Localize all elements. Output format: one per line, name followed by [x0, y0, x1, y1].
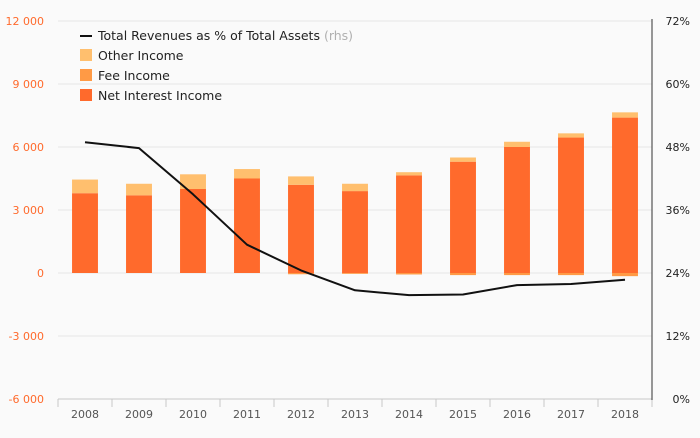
- bar-other-income: [288, 176, 314, 184]
- bar-fee-income: [558, 273, 584, 275]
- left-tick-label: 3 000: [13, 204, 45, 217]
- bar-other-income: [612, 112, 638, 117]
- legend-swatch-fee-income: [80, 69, 92, 81]
- bar-net-interest-income: [342, 191, 368, 273]
- x-tick-label: 2013: [341, 408, 369, 421]
- legend: Total Revenues as % of Total Assets (rhs…: [80, 28, 353, 103]
- x-tick-label: 2015: [449, 408, 477, 421]
- bar-other-income: [450, 158, 476, 162]
- bar-other-income: [126, 184, 152, 196]
- right-tick-label: 36%: [666, 204, 690, 217]
- right-axis: 72% 60% 48% 36% 24% 12% 0%: [652, 15, 690, 406]
- x-tick-label: 2018: [611, 408, 639, 421]
- bar-net-interest-income: [504, 147, 530, 273]
- legend-swatch-other-income: [80, 49, 92, 61]
- left-tick-label: -6 000: [9, 393, 44, 406]
- right-tick-label: 72%: [666, 15, 690, 28]
- bar-other-income: [558, 133, 584, 137]
- right-tick-label: 12%: [666, 330, 690, 343]
- bar-fee-income: [342, 273, 368, 274]
- x-tick-label: 2011: [233, 408, 261, 421]
- svg-text:Total Revenues as % of Total A: Total Revenues as % of Total Assets (rhs…: [97, 28, 353, 43]
- legend-swatch-net-interest-income: [80, 89, 92, 101]
- bar-net-interest-income: [126, 195, 152, 273]
- bar-other-income: [72, 180, 98, 194]
- left-tick-label: 0: [37, 267, 44, 280]
- bar-fee-income: [504, 273, 530, 275]
- legend-item-net-interest-income: Net Interest Income: [80, 88, 222, 103]
- left-tick-label: -3 000: [9, 330, 44, 343]
- legend-label-rhs: (rhs): [324, 28, 353, 43]
- bar-net-interest-income: [72, 193, 98, 273]
- right-tick-label: 0%: [673, 393, 690, 406]
- bar-net-interest-income: [558, 138, 584, 273]
- bar-net-interest-income: [234, 179, 260, 274]
- legend-item-line: Total Revenues as % of Total Assets (rhs…: [80, 28, 353, 43]
- x-tick-label: 2017: [557, 408, 585, 421]
- x-tick-label: 2014: [395, 408, 423, 421]
- left-axis: 12 000 9 000 6 000 3 000 0 -3 000 -6 000: [6, 15, 45, 406]
- bars: [72, 112, 638, 276]
- legend-label-net-interest-income: Net Interest Income: [98, 88, 222, 103]
- bar-fee-income: [396, 273, 422, 274]
- bar-other-income: [234, 169, 260, 178]
- x-tick-label: 2009: [125, 408, 153, 421]
- right-tick-label: 48%: [666, 141, 690, 154]
- left-tick-label: 12 000: [6, 15, 45, 28]
- left-tick-label: 9 000: [13, 78, 45, 91]
- right-tick-label: 24%: [666, 267, 690, 280]
- bar-net-interest-income: [396, 175, 422, 273]
- bar-net-interest-income: [288, 185, 314, 273]
- legend-item-fee-income: Fee Income: [80, 68, 170, 83]
- bar-net-interest-income: [612, 118, 638, 273]
- bar-fee-income: [450, 273, 476, 275]
- legend-label-fee-income: Fee Income: [98, 68, 170, 83]
- left-tick-label: 6 000: [13, 141, 45, 154]
- legend-item-other-income: Other Income: [80, 48, 184, 63]
- x-tick-label: 2010: [179, 408, 207, 421]
- legend-label-line: Total Revenues as % of Total Assets: [97, 28, 320, 43]
- x-axis: 2008 2009 2010 2011 2012 2013 2014 2015 2016 2017…: [58, 399, 652, 421]
- bar-other-income: [396, 172, 422, 175]
- right-tick-label: 60%: [666, 78, 690, 91]
- bar-net-interest-income: [450, 162, 476, 273]
- bar-other-income: [342, 184, 368, 191]
- x-tick-label: 2012: [287, 408, 315, 421]
- bar-fee-income: [612, 273, 638, 276]
- x-tick-label: 2016: [503, 408, 531, 421]
- legend-label-other-income: Other Income: [98, 48, 184, 63]
- bar-other-income: [504, 142, 530, 147]
- x-tick-label: 2008: [71, 408, 99, 421]
